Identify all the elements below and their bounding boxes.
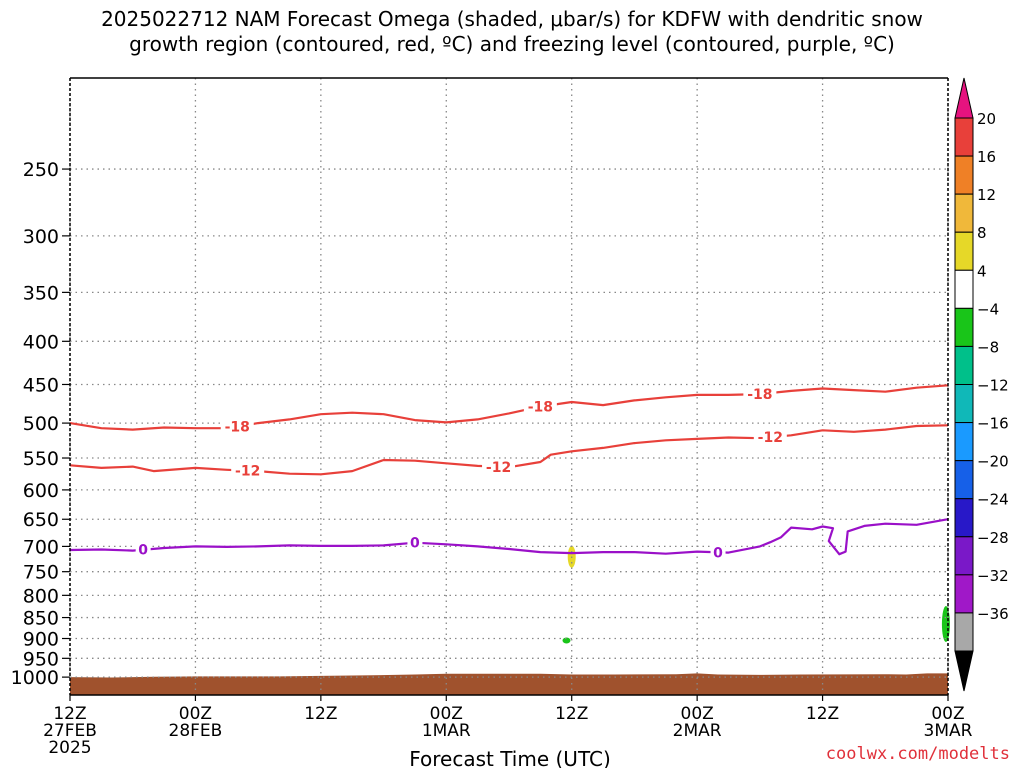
x-tick-label-0-3: 2025 [48, 738, 91, 758]
colorbar-box-10 [954, 498, 974, 538]
chart-title-line-2: growth region (contoured, red, ºC) and f… [129, 32, 895, 56]
colorbar-label-5: −4 [977, 300, 999, 318]
x-tick-label-0-1: 12Z [53, 704, 86, 724]
colorbar-box-4 [954, 269, 974, 309]
y-tick-label-350: 350 [23, 282, 59, 304]
colorbar-box-13 [954, 612, 974, 652]
colorbar-label-13: −36 [977, 605, 1009, 623]
terrain-layer [70, 673, 948, 695]
colorbar-label-9: −20 [977, 453, 1009, 471]
y-tick-label-950: 950 [23, 648, 59, 670]
contour-label-bg-2-0 [135, 541, 151, 558]
contour-layer: -18 -18 -18 -12 -12 -12 0 0 0 [69, 384, 949, 561]
contour-label-2-1: 0 [410, 536, 420, 552]
colorbar-label-12: −32 [977, 567, 1009, 585]
y-tick-label-650: 650 [23, 509, 59, 531]
credit-link[interactable]: coolwx.com/modelts [825, 744, 1010, 764]
omega-shading-layer [562, 545, 950, 644]
contour-line-2 [69, 518, 949, 556]
x-tick-label-84-1: 00Z [931, 704, 964, 724]
y-tick-label-300: 300 [23, 226, 59, 248]
terrain-fill [70, 673, 948, 695]
y-tick-label-600: 600 [23, 480, 59, 502]
x-axis-label: Forecast Time (UTC) [409, 747, 611, 768]
colorbar-label-7: −12 [977, 377, 1009, 395]
colorbar-box-0 [954, 117, 974, 157]
y-tick-label-700: 700 [23, 536, 59, 558]
contour-label-bg-0-2 [743, 386, 777, 403]
contour-label-1-1: -12 [486, 460, 511, 476]
colorbar-label-11: −28 [977, 529, 1009, 547]
colorbar-box-1 [954, 155, 974, 195]
colorbar-box-2 [954, 193, 974, 233]
colorbar-label-2: 12 [977, 186, 996, 204]
grid-layer [69, 78, 949, 695]
colorbar-box-7 [954, 384, 974, 424]
y-tick-label-550: 550 [23, 448, 59, 470]
colorbar-box-11 [954, 536, 974, 576]
colorbar-label-10: −24 [977, 491, 1009, 509]
y-tick-label-450: 450 [23, 374, 59, 396]
contour-label-1-2: -12 [758, 430, 783, 446]
y-tick-label-1000: 1000 [11, 667, 59, 689]
x-tick-label-12-2: 28FEB [169, 721, 223, 741]
colorbar-label-8: −16 [977, 415, 1009, 433]
contour-label-bg-1-0 [231, 462, 265, 479]
y-tick-label-400: 400 [23, 331, 59, 353]
colorbar-box-6 [954, 345, 974, 385]
colorbar-label-0: 20 [977, 110, 996, 128]
colorbar-box-12 [954, 574, 974, 614]
omega-shade-1 [562, 637, 571, 644]
contour-label-bg-2-1 [407, 534, 423, 551]
x-tick-label-36-2: 1MAR [422, 721, 471, 741]
x-tick-label-48-1: 12Z [555, 704, 588, 724]
colorbar-label-1: 16 [977, 148, 996, 166]
contour-label-1-0: -12 [235, 464, 260, 480]
y-tick-label-900: 900 [23, 629, 59, 651]
colorbar-top-arrow [954, 77, 974, 119]
contour-label-bg-1-2 [753, 429, 787, 446]
contour-label-0-1: -18 [528, 400, 553, 416]
y-tick-label-250: 250 [23, 159, 59, 181]
contour-line-1 [69, 424, 949, 476]
x-tick-label-60-1: 00Z [681, 704, 714, 724]
x-tick-label-36-1: 00Z [430, 704, 463, 724]
y-tick-label-500: 500 [23, 413, 59, 435]
y-tick-label-750: 750 [23, 562, 59, 584]
contour-label-0-0: -18 [225, 419, 250, 435]
x-tick-label-24-1: 12Z [304, 704, 337, 724]
y-axis: 2503003504004505005506006507007508008509… [11, 159, 70, 689]
colorbar-label-6: −8 [977, 338, 999, 356]
colorbar-box-5 [954, 307, 974, 347]
colorbar: 20 16 12 8 4 −4 −8 −12 −16 −20 −24 −28 −32 −36 [954, 77, 1009, 692]
y-tick-label-800: 800 [23, 585, 59, 607]
y-tick-label-850: 850 [23, 608, 59, 630]
contour-line-0 [69, 384, 949, 431]
x-tick-label-60-2: 2MAR [673, 721, 722, 741]
x-tick-label-84-2: 3MAR [924, 721, 973, 741]
contour-label-bg-2-2 [710, 544, 726, 561]
colorbar-box-3 [954, 231, 974, 271]
colorbar-box-8 [954, 422, 974, 462]
x-tick-label-72-1: 12Z [806, 704, 839, 724]
colorbar-box-9 [954, 460, 974, 500]
contour-label-2-2: 0 [713, 545, 723, 561]
contour-label-bg-1-1 [482, 458, 516, 475]
colorbar-label-3: 8 [977, 224, 987, 242]
contour-label-2-0: 0 [138, 543, 148, 559]
contour-label-bg-0-1 [523, 398, 557, 415]
contour-label-bg-0-0 [220, 418, 254, 435]
plot-frame [69, 77, 949, 696]
contour-label-0-2: -18 [747, 387, 772, 403]
x-tick-label-12-1: 00Z [179, 704, 212, 724]
chart-title-line-1: 2025022712 NAM Forecast Omega (shaded, μ… [101, 7, 923, 31]
colorbar-label-4: 4 [977, 262, 987, 280]
x-tick-label-0-2: 27FEB [43, 721, 97, 741]
colorbar-bottom-arrow [954, 650, 974, 692]
